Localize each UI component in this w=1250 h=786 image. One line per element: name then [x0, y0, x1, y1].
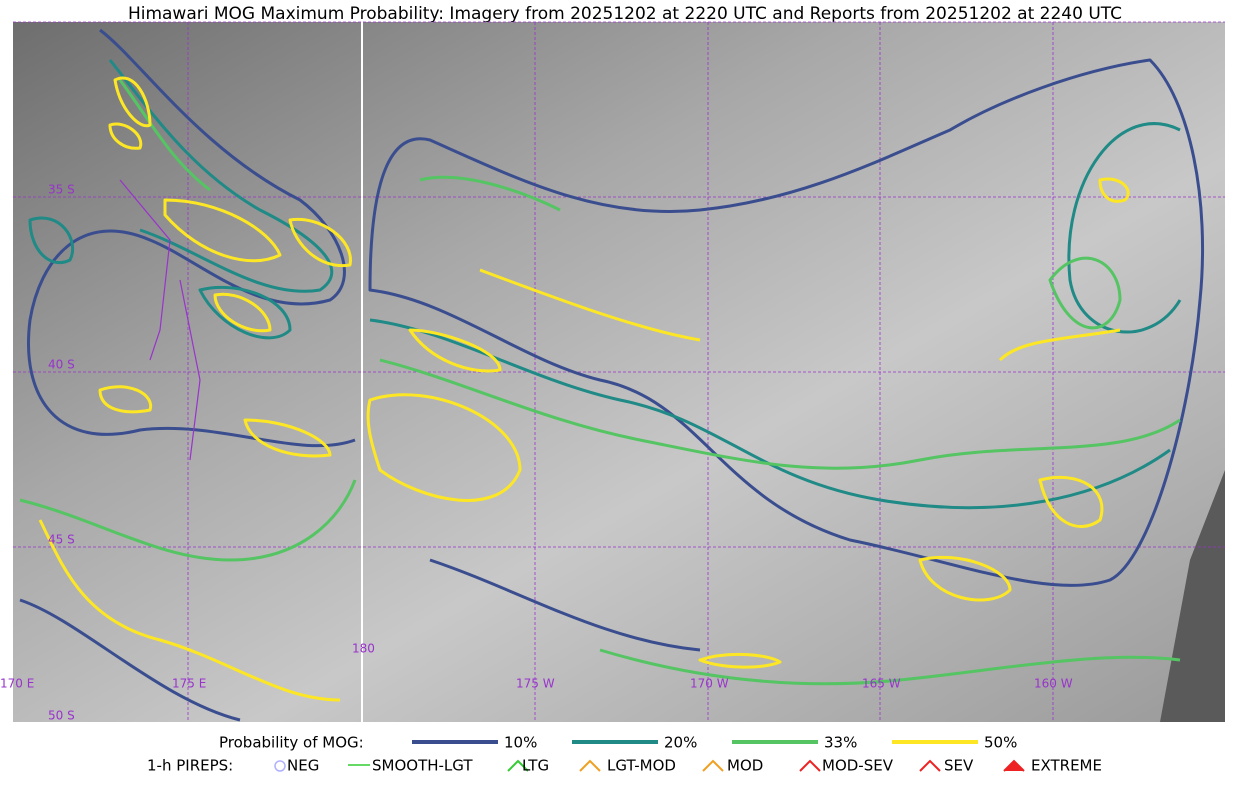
- lon-label: 170 W: [690, 677, 729, 691]
- legend-label: SMOOTH-LGT: [372, 757, 473, 775]
- legend-label: 50%: [984, 734, 1017, 752]
- legend-label: LTG: [522, 757, 549, 775]
- legend-symbol: [799, 759, 821, 772]
- legend-symbol: [579, 759, 601, 772]
- legend-label: LGT-MOD: [607, 757, 676, 775]
- title: Himawari MOG Maximum Probability: Imager…: [128, 4, 1122, 24]
- lon-label: 170 E: [0, 677, 34, 691]
- map-labels: 35 S 40 S 45 S 50 S 170 E 175 E 180 175 W 170 W 1…: [0, 183, 1073, 723]
- legend-probability: Probability of MOG: 10% 20% 33% 50%: [219, 734, 1017, 752]
- lat-label: 40 S: [48, 358, 75, 372]
- legend-pireps: 1-h PIREPS: NEG SMOOTH-LGT LTG LGT-MOD MOD MOD…: [147, 757, 1102, 775]
- lon-label: 175 W: [516, 677, 555, 691]
- legend-label: 10%: [504, 734, 537, 752]
- legend-label: SEV: [944, 757, 974, 775]
- legend-label: 33%: [824, 734, 857, 752]
- legend-label: NEG: [287, 757, 319, 775]
- legend-symbol: [274, 760, 286, 772]
- legend: Probability of MOG: 10% 20% 33% 50% 1-h PIRE…: [147, 734, 1102, 775]
- legend-label: MOD: [727, 757, 763, 775]
- legend-title: Probability of MOG:: [219, 734, 364, 752]
- contours: [19, 28, 1205, 722]
- legend-label: MOD-SEV: [822, 757, 894, 775]
- legend-symbol: [1003, 759, 1025, 772]
- legend-symbol: [702, 759, 724, 772]
- lat-label: 45 S: [48, 533, 75, 547]
- legend-symbol: [919, 759, 941, 772]
- lat-label: 50 S: [48, 709, 75, 723]
- lon-label: 165 W: [862, 677, 901, 691]
- legend-label: EXTREME: [1031, 757, 1102, 775]
- lon-label: 180: [352, 642, 375, 656]
- lon-label: 175 E: [172, 677, 206, 691]
- legend-title: 1-h PIREPS:: [147, 757, 233, 775]
- legend-symbol: [507, 759, 529, 772]
- lat-label: 35 S: [48, 183, 75, 197]
- legend-label: 20%: [664, 734, 697, 752]
- map: 35 S 40 S 45 S 50 S 170 E 175 E 180 175 W 170 W 1…: [0, 21, 1225, 723]
- lon-label: 160 W: [1034, 677, 1073, 691]
